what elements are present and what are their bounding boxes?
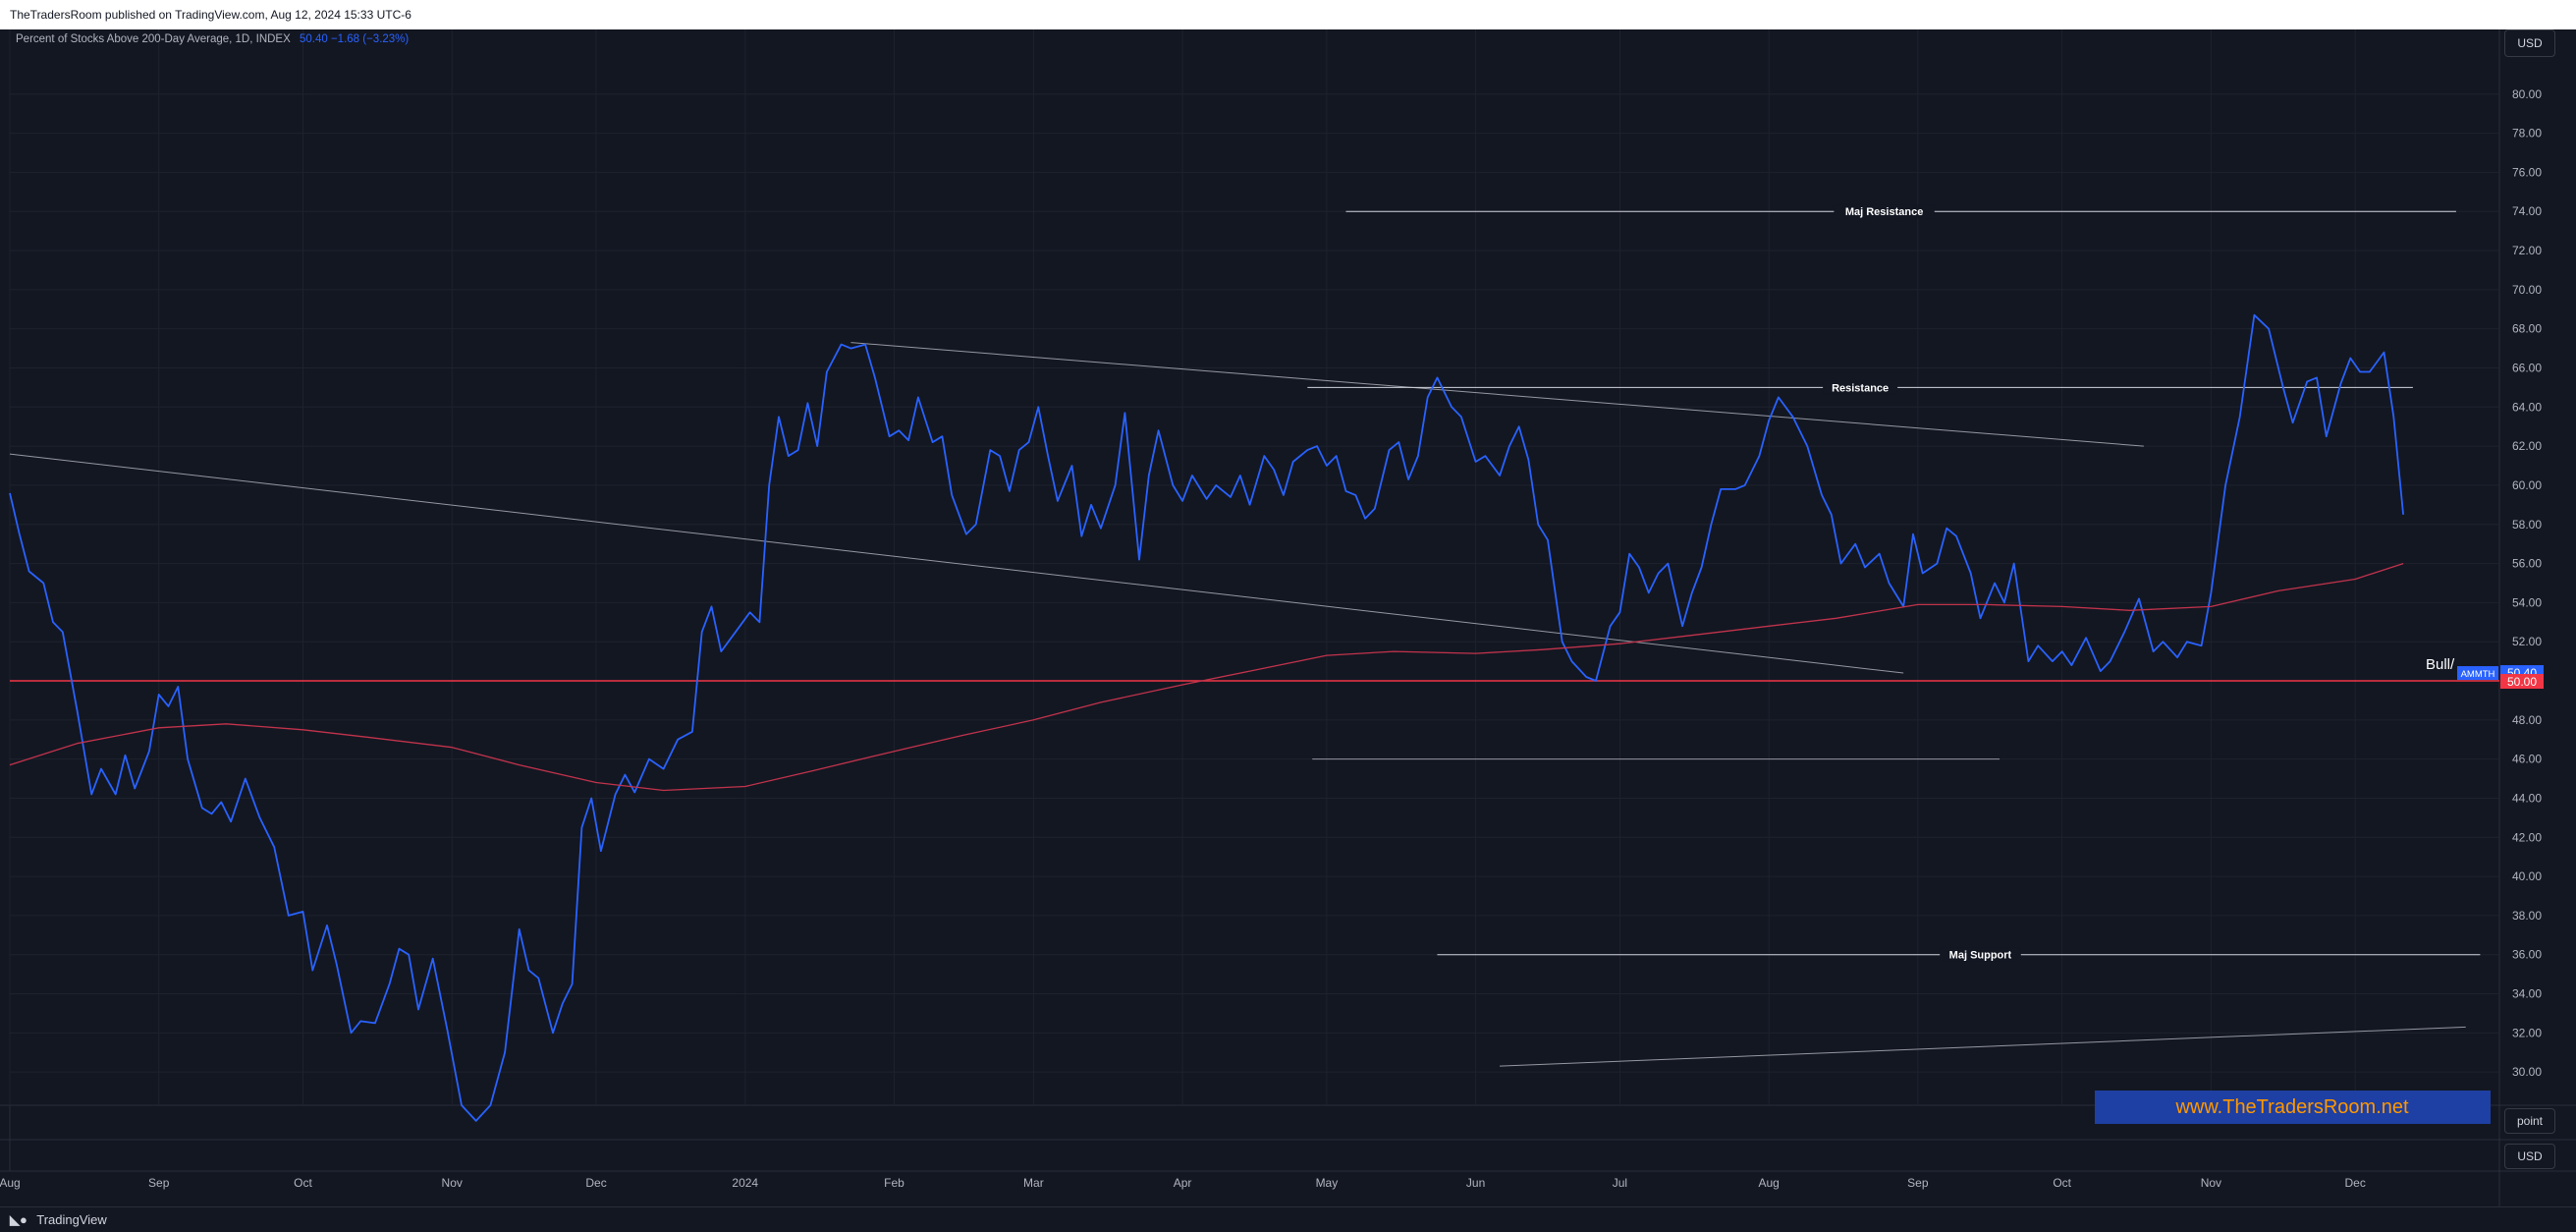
x-tick-label: Feb [884,1176,904,1190]
level-price-tag-bg [2500,674,2544,690]
resistance-label-bg [1823,380,1898,395]
y-tick-label: 70.00 [2512,283,2542,297]
website-banner-text[interactable]: www.TheTradersRoom.net [2174,1096,2409,1118]
plot-area: Maj Resistance Resistance Maj Support Bull/… [9,204,2499,1124]
y-tick-label: 76.00 [2512,165,2542,179]
x-tick-label: 2024 [732,1176,758,1190]
website-banner[interactable] [2095,1091,2491,1124]
upper-trendline[interactable] [850,342,2144,447]
maj-support-label-bg [1940,947,2021,962]
y-tick-label: 36.00 [2512,948,2542,962]
x-tick-label: Nov [442,1176,463,1190]
y-tick-label: 48.00 [2512,713,2542,727]
price-series-line[interactable] [9,313,2404,1122]
descending-trendline[interactable] [9,453,1904,674]
x-tick-label: Mar [1023,1176,1044,1190]
y-tick-label: 38.00 [2512,909,2542,923]
time-axis[interactable]: Aug Sep Oct Nov Dec 2024 Feb Mar Apr May Jun Jul Aug… [0,1176,2366,1190]
y-tick-label: 66.00 [2512,361,2542,374]
y-tick-label: 46.00 [2512,753,2542,766]
legend-values: 50.40 −1.68 (−3.23%) [299,33,410,45]
x-tick-label: Dec [585,1176,606,1190]
y-tick-label: 34.00 [2512,987,2542,1001]
y-tick-label: 32.00 [2512,1026,2542,1039]
bull-bear-label: Bull/ [2426,656,2455,673]
x-tick-label: Aug [1758,1176,1779,1190]
resistance-label: Resistance [1832,382,1889,394]
y-tick-label: 54.00 [2512,595,2542,609]
chart-svg[interactable]: Maj Resistance Resistance Maj Support Bull/… [0,29,2576,1208]
publisher-text: TheTradersRoom published on TradingView.… [10,8,411,22]
footer: ◣● TradingView [0,1206,2576,1232]
x-tick-label: Sep [1907,1176,1929,1190]
y-tick-label: 44.00 [2512,791,2542,805]
ticker-tag-bg [2457,666,2498,681]
x-tick-label: Dec [2345,1176,2366,1190]
chart-area[interactable]: Maj Resistance Resistance Maj Support Bull/… [0,29,2576,1208]
scale-mode-button[interactable]: point [2504,1108,2555,1134]
publisher-header: TheTradersRoom published on TradingView.… [0,0,2576,29]
legend-title: Percent of Stocks Above 200-Day Average,… [16,33,291,45]
x-tick-label: May [1316,1176,1339,1190]
y-tick-label: 64.00 [2512,400,2542,414]
x-tick-label: Aug [0,1176,21,1190]
y-tick-label: 40.00 [2512,869,2542,883]
y-tick-label: 60.00 [2512,478,2542,492]
maj-resistance-label: Maj Resistance [1845,206,1923,218]
y-tick-label: 30.00 [2512,1065,2542,1079]
y-tick-label: 78.00 [2512,127,2542,140]
x-tick-label: Apr [1174,1176,1192,1190]
y-tick-label: 74.00 [2512,204,2542,218]
moving-average-line[interactable] [9,562,2404,792]
currency-selector[interactable]: USD [2504,29,2555,57]
y-tick-label: 62.00 [2512,439,2542,453]
scale-currency-button[interactable]: USD [2504,1144,2555,1169]
y-tick-label: 56.00 [2512,557,2542,571]
maj-support-label: Maj Support [1949,950,2012,962]
level-price-tag: 50.00 [2507,675,2537,689]
x-tick-label: Oct [294,1176,312,1190]
y-tick-label: 58.00 [2512,518,2542,532]
chart-legend: Percent of Stocks Above 200-Day Average,… [16,33,409,45]
x-tick-label: Jun [1466,1176,1485,1190]
y-tick-label: 52.00 [2512,635,2542,648]
y-tick-label: 72.00 [2512,244,2542,257]
tradingview-logo-icon[interactable]: ◣● [10,1212,27,1227]
y-tick-label: 80.00 [2512,87,2542,101]
maj-resistance-label-bg [1834,204,1935,219]
x-tick-label: Sep [148,1176,170,1190]
footer-brand[interactable]: TradingView [36,1212,107,1227]
ticker-tag-label: AMMTH [2461,669,2495,680]
x-tick-label: Nov [2201,1176,2221,1190]
x-tick-label: Oct [2053,1176,2071,1190]
price-axis[interactable]: 80.00 78.00 76.00 74.00 72.00 70.00 68.00 66.00… [2457,87,2544,1079]
y-tick-label: 42.00 [2512,830,2542,844]
x-tick-label: Jul [1613,1176,1627,1190]
ascending-support-line[interactable] [1500,1026,2466,1067]
y-tick-label: 68.00 [2512,322,2542,336]
grid [0,29,2576,1208]
